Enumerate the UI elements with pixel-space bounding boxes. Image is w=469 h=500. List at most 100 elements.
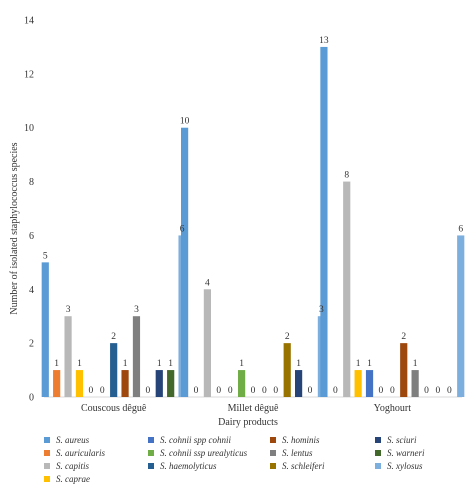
legend-label: S. schleiferi [282,461,325,471]
data-label: 10 [180,117,190,127]
legend-swatch [44,476,50,482]
legend-label: S. lentus [282,448,313,458]
y-tick-label: 8 [29,177,34,188]
y-tick-label: 0 [29,393,34,404]
data-label: 3 [66,305,71,315]
legend-label: S. haemolyticus [160,461,217,471]
data-label: 2 [111,332,116,342]
bar [238,370,246,397]
data-label: 0 [194,386,199,396]
data-label: 3 [319,305,324,315]
data-label: 3 [134,305,139,315]
data-label: 0 [216,386,221,396]
data-label: 0 [251,386,256,396]
legend-swatch [44,437,50,443]
y-tick-label: 14 [24,16,34,27]
data-label: 0 [273,386,278,396]
bar [343,181,351,397]
bar [64,316,72,397]
bar [365,370,374,397]
legend-label: S. hominis [282,435,320,445]
data-label: 1 [77,359,82,369]
legend-swatch [375,463,381,469]
legend-swatch [148,463,154,469]
data-label: 0 [88,386,93,396]
y-axis-ticks: 0 2 4 6 8 10 12 14 [24,16,34,404]
data-label: 0 [424,386,429,396]
bar [354,370,362,397]
bar [283,343,291,397]
data-label: 0 [333,386,338,396]
legend-item: S. schleiferi [270,461,325,471]
legend-swatch [375,450,381,456]
data-label: 1 [413,359,418,369]
legend-item: S. sciuri [375,435,417,445]
data-label: 1 [296,359,301,369]
bar [181,127,189,398]
legend-label: S. warneri [387,448,425,458]
data-label: 1 [123,359,128,369]
legend-swatch [270,450,276,456]
data-label: 2 [285,332,290,342]
data-label: 8 [344,171,349,181]
legend-swatch [44,450,50,456]
category-label: Millet dêguê [228,403,279,414]
legend-swatch [148,437,154,443]
legend-item: S. cohnii ssp urealyticus [148,448,248,458]
legend-item: S. auricularis [44,448,106,458]
data-label: 1 [356,359,361,369]
y-tick-label: 10 [24,123,34,134]
y-axis-title: Number of isolated staphylococcus specie… [9,142,20,314]
data-label: 1 [54,359,59,369]
data-label: 1 [239,359,244,369]
legend: S. aureus S. cohnii spp cohnii S. hominis S… [44,435,425,484]
bar [320,46,328,398]
data-label: 2 [401,332,406,342]
legend-swatch [375,437,381,443]
legend-item: S. cohnii spp cohnii [148,435,231,445]
legend-item: S. aureus [44,435,90,445]
legend-item: S. caprae [44,474,90,484]
category-labels-group: Couscous dêguê Millet dêguê Yoghourt [81,403,411,414]
bar [155,370,163,397]
bar [411,370,419,397]
legend-label: S. auricularis [56,448,106,458]
data-label: 13 [319,36,329,46]
data-label: 0 [447,386,452,396]
bar [53,370,61,397]
legend-item: S. warneri [375,448,425,458]
bars-group [41,46,465,398]
bar [121,370,129,397]
data-label: 0 [145,386,150,396]
data-label: 0 [100,386,105,396]
category-label: Yoghourt [374,403,412,414]
legend-label: S. xylosus [387,461,423,471]
bar [75,370,84,397]
data-label: 1 [367,359,372,369]
legend-label: S. aureus [56,435,90,445]
data-label: 5 [43,251,48,261]
legend-swatch [148,450,154,456]
legend-swatch [270,463,276,469]
bar [400,343,408,397]
bar [110,343,118,397]
bar [41,262,49,397]
y-tick-label: 6 [29,231,34,242]
x-axis-title: Dairy products [218,417,278,428]
legend-label: S. sciuri [387,435,417,445]
bar [132,316,141,397]
bar [295,370,303,397]
bar [203,289,211,397]
data-label: 4 [205,278,210,288]
bar [457,235,465,397]
legend-label: S. cohnii ssp urealyticus [160,448,248,458]
data-label: 0 [390,386,395,396]
data-label: 1 [157,359,162,369]
y-tick-label: 12 [24,69,34,80]
data-label: 0 [379,386,384,396]
legend-item: S. lentus [270,448,313,458]
legend-label: S. cohnii spp cohnii [160,435,231,445]
y-tick-label: 4 [29,285,34,296]
